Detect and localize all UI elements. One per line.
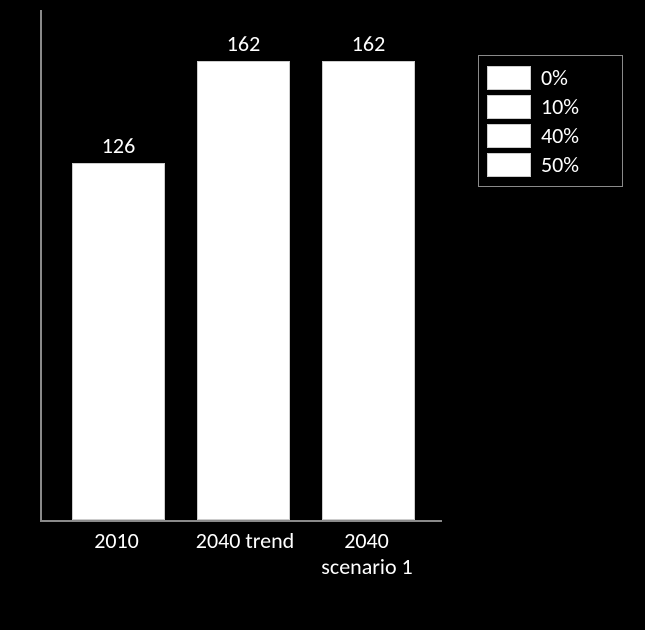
legend-swatch-icon <box>487 153 531 177</box>
x-label-2040-trend: 2040 trend <box>190 528 300 553</box>
legend-item-0: 0% <box>487 64 614 91</box>
legend-label: 40% <box>541 122 579 149</box>
legend-item-3: 50% <box>487 151 614 178</box>
x-label-2040-line1: 2040 <box>320 528 413 553</box>
legend-swatch-icon <box>487 66 531 90</box>
bar-2: 162 <box>322 61 415 520</box>
legend-swatch-icon <box>487 95 531 119</box>
x-axis-labels: 2010 2040 trend 2040 scenario 1 <box>40 528 440 588</box>
legend-label: 50% <box>541 151 579 178</box>
legend-swatch-icon <box>487 124 531 148</box>
bar-0: 126 <box>72 163 165 520</box>
legend-item-1: 10% <box>487 93 614 120</box>
legend-item-2: 40% <box>487 122 614 149</box>
bar-1: 162 <box>197 61 290 520</box>
x-label-2040-line2: scenario 1 <box>312 554 422 579</box>
bar-value-label: 126 <box>73 132 164 159</box>
bar-value-label: 162 <box>198 30 289 57</box>
legend-label: 10% <box>541 93 579 120</box>
bar-value-label: 162 <box>323 30 414 57</box>
x-label-2010: 2010 <box>70 528 163 553</box>
chart-plot-area: 126 162 162 <box>40 10 442 522</box>
legend: 0% 10% 40% 50% <box>478 55 623 187</box>
legend-label: 0% <box>541 64 568 91</box>
